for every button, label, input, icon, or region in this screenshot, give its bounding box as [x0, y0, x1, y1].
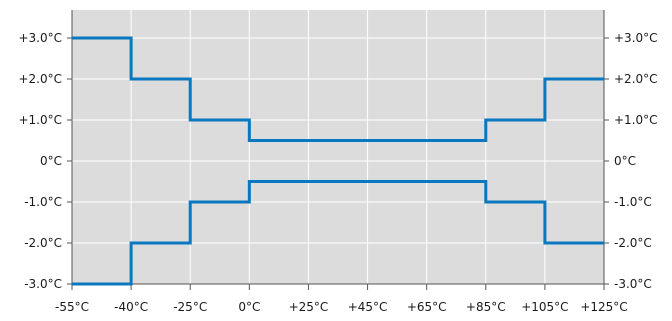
y-tick-label-right: -2.0°C: [614, 236, 652, 250]
x-tick-label: +45°C: [348, 300, 388, 314]
x-tick-label: +85°C: [466, 300, 506, 314]
plot-area: [72, 10, 604, 284]
x-tick-label: +105°C: [521, 300, 568, 314]
y-tick-label-left: 0°C: [40, 154, 62, 168]
y-tick-label-right: 0°C: [614, 154, 636, 168]
x-tick-label: -25°C: [173, 300, 207, 314]
x-axis-labels: -55°C -40°C -25°C 0°C +25°C +45°C +65°C +85°C +1…: [55, 300, 628, 314]
y-tick-label-right: -1.0°C: [614, 195, 652, 209]
y-tick-label-left: +1.0°C: [18, 113, 62, 127]
x-tick-label: -40°C: [114, 300, 148, 314]
y-tick-label-left: -3.0°C: [24, 277, 62, 291]
x-tick-label: +25°C: [289, 300, 329, 314]
x-tick-label: 0°C: [238, 300, 260, 314]
upper-limit-line: [72, 36, 604, 142]
x-tick-label: +125°C: [580, 300, 627, 314]
y-axis-left-labels: +3.0°C +2.0°C +1.0°C 0°C -1.0°C -2.0°C -3.0°C: [18, 31, 62, 291]
y-tick-label-left: -2.0°C: [24, 236, 62, 250]
y-tick-label-right: +3.0°C: [614, 31, 658, 45]
lower-limit-line: [72, 180, 604, 286]
y-tick-label-right: -3.0°C: [614, 277, 652, 291]
y-tick-label-left: +3.0°C: [18, 31, 62, 45]
x-tick-label: +65°C: [407, 300, 447, 314]
y-tick-label-right: +2.0°C: [614, 72, 658, 86]
series-group: [72, 36, 604, 286]
y-tick-label-left: -1.0°C: [24, 195, 62, 209]
y-tick-label-left: +2.0°C: [18, 72, 62, 86]
y-axis-right-labels: +3.0°C +2.0°C +1.0°C 0°C -1.0°C -2.0°C -3.0°C: [614, 31, 658, 291]
y-tick-label-right: +1.0°C: [614, 113, 658, 127]
x-tick-label: -55°C: [55, 300, 89, 314]
